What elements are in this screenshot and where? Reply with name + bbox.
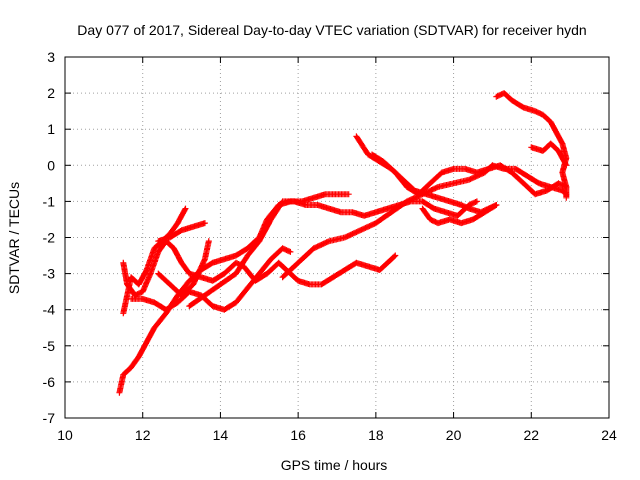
point-markers-track-4 xyxy=(128,245,294,313)
series-track-13 xyxy=(528,140,570,169)
data-points xyxy=(116,90,570,396)
series-track-12 xyxy=(493,90,570,201)
y-tick-label: -5 xyxy=(43,338,56,354)
point-markers-track-10 xyxy=(369,151,570,198)
y-tick-label: -1 xyxy=(43,193,56,209)
chart-title: Day 077 of 2017, Sidereal Day-to-day VTE… xyxy=(77,22,586,38)
point-markers-track-3 xyxy=(120,205,189,317)
y-tick-label: 2 xyxy=(47,85,55,101)
x-tick-label: 16 xyxy=(290,427,306,443)
y-tick-label: -3 xyxy=(43,266,56,282)
series-track-4 xyxy=(128,245,294,313)
x-tick-label: 10 xyxy=(57,427,73,443)
y-tick-label: -6 xyxy=(43,374,56,390)
point-markers-track-7 xyxy=(186,198,480,310)
y-tick-label: -4 xyxy=(43,302,56,318)
x-tick-label: 12 xyxy=(135,427,151,443)
series-track-6 xyxy=(155,238,212,299)
x-tick-label: 20 xyxy=(446,427,462,443)
x-tick-label: 24 xyxy=(601,427,617,443)
series-track-7 xyxy=(186,198,480,310)
y-axis-title: SDTVAR / TECUs xyxy=(6,182,22,294)
x-axis-title: GPS time / hours xyxy=(281,457,388,473)
grid-lines xyxy=(65,57,609,418)
x-tick-label: 14 xyxy=(213,427,229,443)
series-track-5 xyxy=(155,220,208,245)
point-markers-track-1 xyxy=(116,191,352,396)
x-tick-label: 18 xyxy=(368,427,384,443)
point-markers-track-8 xyxy=(279,162,570,281)
y-tick-label: -2 xyxy=(43,230,56,246)
series-track-3 xyxy=(120,205,189,317)
series-track-1 xyxy=(116,191,352,396)
series-track-8 xyxy=(279,162,570,281)
y-tick-label: 1 xyxy=(47,121,55,137)
y-tick-label: 3 xyxy=(47,49,55,65)
series-track-10 xyxy=(369,151,570,198)
point-markers-track-13 xyxy=(528,140,570,169)
point-markers-track-11 xyxy=(419,202,500,227)
y-tick-label: -7 xyxy=(43,410,56,426)
series-track-11 xyxy=(419,202,500,227)
y-axis-ticks: -7 -6 -5 -4 -3 -2 -1 0 1 2 3 xyxy=(43,49,609,426)
y-tick-label: 0 xyxy=(47,157,55,173)
x-tick-label: 22 xyxy=(523,427,539,443)
series-track-2 xyxy=(120,238,399,299)
point-markers-track-5 xyxy=(155,220,208,245)
x-axis-ticks: 10 12 14 16 18 20 22 24 xyxy=(57,57,617,443)
point-markers-track-6 xyxy=(155,238,212,299)
point-markers-track-12 xyxy=(493,90,570,201)
point-markers-track-2 xyxy=(120,238,399,299)
